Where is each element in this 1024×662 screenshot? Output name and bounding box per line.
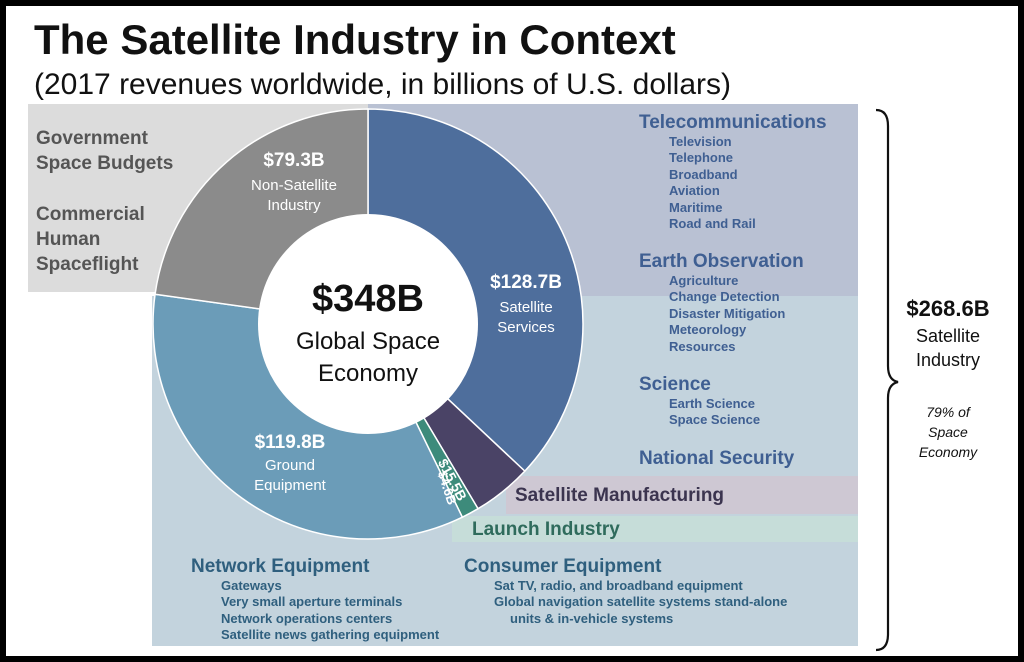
total-value: $348B <box>312 278 424 320</box>
donut-hole <box>258 214 478 434</box>
list-item: Road and Rail <box>669 216 756 232</box>
commercial-label-line: Human <box>36 229 101 250</box>
satellite-manufacturing-panel <box>506 476 858 514</box>
infographic-frame: The Satellite Industry in Context (2017 … <box>6 6 1018 656</box>
launch-industry-label: Launch Industry <box>472 519 620 540</box>
list-item: Television <box>669 134 732 149</box>
non-satellite-value: $79.3B <box>263 150 325 171</box>
earth-obs-title: Earth Observation <box>639 251 804 272</box>
list-item: Telephone <box>669 150 734 166</box>
share-line: Economy <box>918 444 978 460</box>
list-item: Earth Science <box>669 396 755 411</box>
network-equipment-list: Gateways Very small aperture terminals N… <box>221 578 439 644</box>
slice-ground-equipment <box>152 293 464 540</box>
satellite-industry-label-line1: Satellite <box>915 326 981 346</box>
list-item: Disaster Mitigation <box>669 305 786 321</box>
satellite-services-label-line1: Satellite <box>499 299 553 316</box>
government-label-line: Government <box>36 128 148 149</box>
list-item: Global navigation satellite systems stan… <box>494 594 788 610</box>
launch-industry-panel <box>452 516 858 542</box>
donut-chart <box>152 108 899 652</box>
non-satellite-label-line1: Non-Satellite <box>251 177 337 194</box>
satellite-industry-share: 79% of Space Economy <box>886 402 1010 462</box>
list-item: Change Detection <box>669 289 780 305</box>
satellite-services-label-line2: Services <box>497 319 555 336</box>
commercial-label-line: Spaceflight <box>36 254 139 275</box>
satellite-industry-value: $268.6B <box>906 296 990 321</box>
page-subtitle: (2017 revenues worldwide, in billions of… <box>34 68 732 101</box>
ground-equipment-value: $119.8B <box>254 432 326 453</box>
list-item: Meteorology <box>669 322 747 338</box>
list-item: Space Science <box>669 412 761 428</box>
science-title: Science <box>639 374 711 395</box>
list-item: Resources <box>669 338 736 354</box>
list-item: Very small aperture terminals <box>221 594 403 610</box>
telecom-list: Television Telephone Broadband Aviation … <box>669 134 756 232</box>
page-title: The Satellite Industry in Context <box>34 16 676 63</box>
brace-icon <box>875 108 899 652</box>
satellite-services-value: $128.7B <box>490 272 562 293</box>
ground-equipment-label-line2: Equipment <box>254 477 326 494</box>
list-item: Maritime <box>669 199 723 215</box>
list-item: units & in-vehicle systems <box>510 610 674 626</box>
share-line: 79% of <box>926 404 970 420</box>
earth-obs-list: Agriculture Change Detection Disaster Mi… <box>669 273 785 355</box>
government-label-line: Space Budgets <box>36 153 174 174</box>
consumer-equipment-list: Sat TV, radio, and broadband equipment G… <box>494 578 787 627</box>
total-label-line2: Economy <box>317 360 419 387</box>
list-item: Gateways <box>221 578 282 593</box>
list-item: Broadband <box>669 166 738 182</box>
list-item: Sat TV, radio, and broadband equipment <box>494 578 743 593</box>
network-equipment-title: Network Equipment <box>191 556 370 577</box>
satellite-industry-label-line2: Industry <box>915 350 981 370</box>
total-label-line1: Global Space <box>295 328 441 355</box>
science-list: Earth Science Space Science <box>669 396 760 429</box>
commercial-label: Commercial Human Spaceflight <box>36 202 145 277</box>
share-line: Space <box>928 424 968 440</box>
satellite-manufacturing-label: Satellite Manufacturing <box>515 485 725 506</box>
list-item: Network operations centers <box>221 610 393 626</box>
telecom-title: Telecommunications <box>639 112 827 133</box>
non-satellite-label-line2: Industry <box>267 197 321 214</box>
ground-equipment-label-line1: Ground <box>264 457 316 474</box>
list-item: Aviation <box>669 183 720 199</box>
slice-satellite-services <box>367 108 584 473</box>
government-label: Government Space Budgets <box>36 126 173 176</box>
list-item: Satellite news gathering equipment <box>221 627 440 643</box>
commercial-label-line: Commercial <box>36 204 145 225</box>
national-security-label: National Security <box>639 448 795 469</box>
consumer-equipment-title: Consumer Equipment <box>464 556 662 577</box>
list-item: Agriculture <box>669 273 739 288</box>
